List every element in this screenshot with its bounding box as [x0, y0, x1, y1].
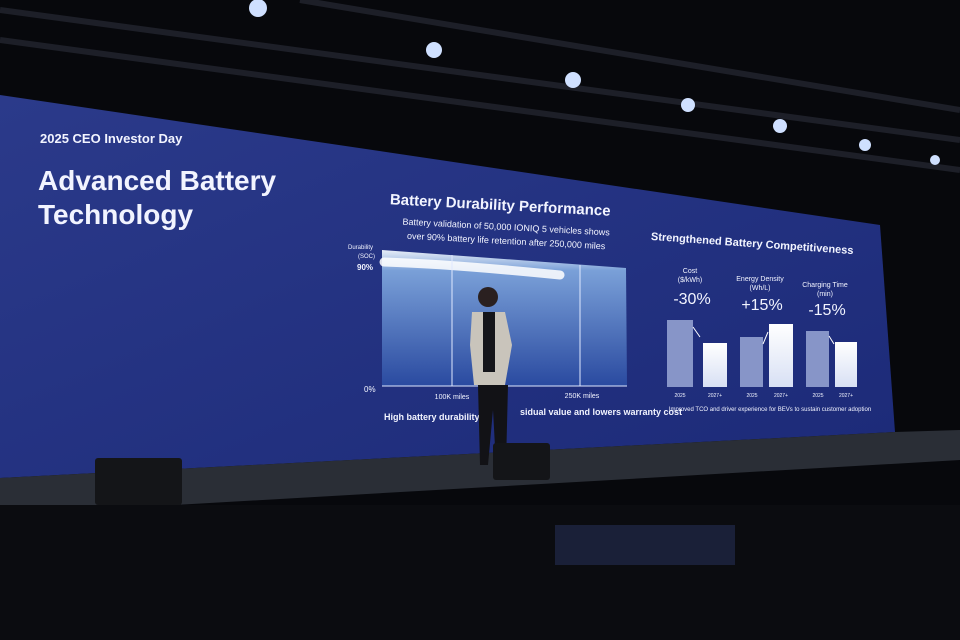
- metric-change: +15%: [741, 297, 782, 314]
- x-tick-label: 100K miles: [435, 394, 470, 401]
- chart-caption: High battery durability su: [384, 412, 493, 422]
- x-tick-label: 250K miles: [565, 393, 600, 400]
- year-label: 2027+: [708, 393, 722, 399]
- y-tick-label: 90%: [357, 263, 373, 272]
- y-axis-label: (SOC): [358, 254, 375, 260]
- metric-label: (min): [817, 291, 833, 298]
- stage-floor: [0, 430, 960, 515]
- scatter-band: [379, 257, 565, 280]
- chart-caption: sidual value and lowers warranty cost: [520, 407, 682, 417]
- truss: [0, 0, 960, 173]
- metric-change: -30%: [673, 291, 710, 308]
- year-label: 2027+: [839, 393, 853, 399]
- metric-label: Charging Time: [802, 282, 848, 289]
- event-label: 2025 CEO Investor Day: [40, 131, 183, 146]
- stage-front: [0, 505, 960, 640]
- year-label: 2025: [674, 393, 685, 399]
- slide-title: Advanced Battery: [38, 165, 277, 196]
- slide-title: Technology: [38, 199, 193, 230]
- stage-speaker: [95, 458, 182, 505]
- year-label: 2025: [746, 393, 757, 399]
- seat: [555, 525, 735, 565]
- bars: [667, 320, 857, 387]
- y-tick-label: 0%: [364, 385, 376, 394]
- metric-label: ($/kWh): [678, 277, 703, 284]
- metric-label: Energy Density: [736, 276, 784, 283]
- stage-speaker: [493, 443, 550, 480]
- metric-label: (Wh/L): [750, 285, 771, 292]
- y-axis-label: Durability: [348, 245, 373, 251]
- year-label: 2027+: [774, 393, 788, 399]
- metric-change: -15%: [808, 302, 845, 319]
- section-caption: Improved TCO and driver experience for B…: [669, 407, 871, 413]
- year-label: 2025: [812, 393, 823, 399]
- stage-lights: [249, 0, 940, 165]
- metric-label: Cost: [683, 268, 697, 275]
